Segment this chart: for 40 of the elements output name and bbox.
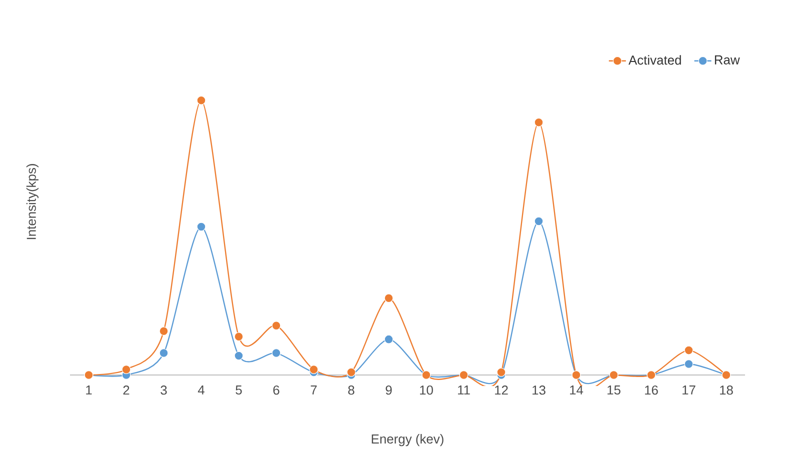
point: [684, 346, 694, 355]
x-tick-label: 4: [198, 386, 204, 394]
point: [534, 216, 544, 226]
x-tick-label: 5: [236, 386, 242, 395]
x-tick-label: 13: [532, 386, 546, 395]
x-tick-label: 16: [645, 386, 658, 395]
x-tick-label: 14: [570, 386, 584, 394]
x-tick-label: 18: [720, 386, 733, 395]
legend-label: Activated: [628, 55, 681, 65]
point: [384, 294, 394, 303]
x-tick-label: 11: [458, 386, 470, 394]
x-tick-label: 10: [420, 386, 433, 395]
point: [122, 365, 131, 374]
point: [196, 96, 206, 105]
point: [234, 332, 244, 342]
x-tick-label: 2: [123, 386, 130, 395]
point: [346, 368, 356, 377]
point: [309, 365, 318, 374]
point: [272, 321, 281, 330]
point: [159, 326, 168, 336]
x-tick-label: 9: [386, 386, 392, 395]
x-tick-label: 15: [608, 386, 620, 395]
x-tick-label: 3: [160, 386, 167, 395]
y-axis-title: Intensity(kps): [26, 164, 38, 240]
point: [534, 118, 544, 127]
x-axis-title: Energy (kev): [372, 434, 444, 446]
point: [496, 368, 506, 377]
point: [196, 222, 206, 232]
x-tick-label: 17: [682, 386, 696, 394]
x-tick-label: 8: [348, 386, 354, 395]
point: [159, 348, 168, 358]
x-tick-label: 12: [495, 386, 508, 395]
point: [272, 348, 281, 358]
x-tick-label: 7: [310, 386, 317, 394]
point: [384, 334, 394, 344]
x-tick-label: 1: [86, 386, 92, 394]
x-tick-label: 6: [273, 386, 280, 395]
point: [684, 360, 694, 369]
point: [234, 351, 244, 360]
legend-label: Raw: [714, 55, 740, 64]
